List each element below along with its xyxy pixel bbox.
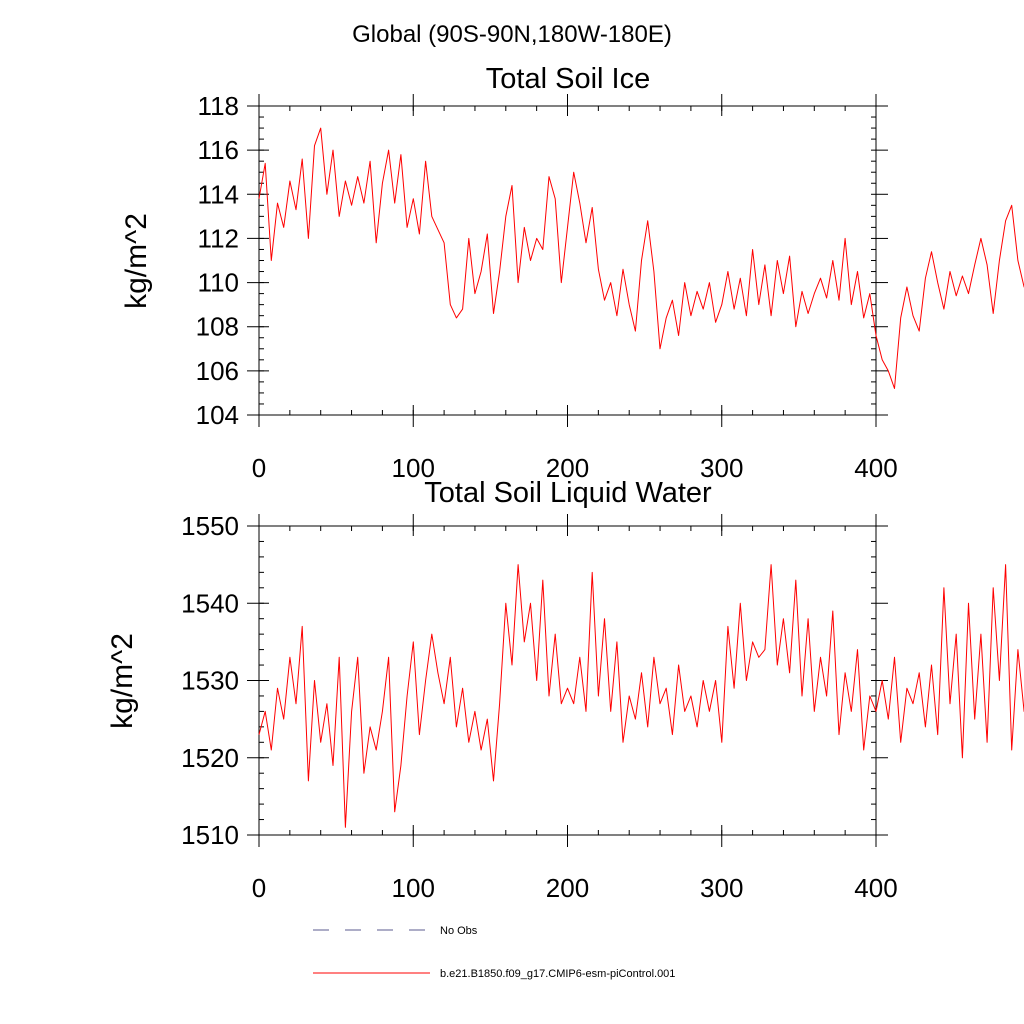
series-layer — [258, 127, 1024, 389]
x-minor-ticks — [258, 106, 877, 415]
x-tick-label: 0 — [252, 873, 266, 903]
chart-soil-liquid-water: 1510 1520 1530 1540 1550 0 100 200 300 400 Total… — [106, 477, 1024, 903]
series-layer — [258, 564, 1024, 828]
y-tick-label: 114 — [198, 179, 239, 209]
x-minor-ticks — [258, 526, 877, 835]
x-tick-label: 100 — [392, 453, 435, 483]
legend: No Obs b.e21.B1850.f09_g17.CMIP6-esm-piC… — [313, 925, 675, 980]
chart-title: Total Soil Liquid Water — [424, 477, 712, 509]
legend-item-model-run: b.e21.B1850.f09_g17.CMIP6-esm-piControl.… — [313, 968, 675, 980]
y-tick-label: 116 — [198, 135, 239, 165]
x-tick-label: 200 — [546, 873, 589, 903]
x-tick-label: 200 — [546, 453, 589, 483]
legend-item-no-obs: No Obs — [313, 925, 478, 937]
y-tick-label: 108 — [196, 312, 239, 342]
main-title: Global (90S-90N,180W-180E) — [352, 21, 672, 48]
x-tick-label: 0 — [252, 453, 266, 483]
y-tick-label: 1510 — [181, 820, 239, 850]
y-axis-label: kg/m^2 — [106, 633, 139, 729]
legend-label: No Obs — [440, 925, 478, 937]
legend-label: b.e21.B1850.f09_g17.CMIP6-esm-piControl.… — [440, 968, 675, 980]
x-tick-label: 400 — [854, 873, 897, 903]
y-axis: 104 106 108 110 112 114 116 118 — [196, 91, 888, 430]
x-axis: 0 100 200 300 400 — [252, 94, 898, 483]
y-tick-label: 112 — [198, 223, 239, 253]
x-tick-label: 400 — [854, 453, 897, 483]
y-tick-label: 106 — [196, 356, 239, 386]
x-axis: 0 100 200 300 400 — [252, 514, 898, 903]
series-line — [258, 127, 1024, 389]
y-tick-label: 110 — [198, 268, 239, 298]
y-axis: 1510 1520 1530 1540 1550 — [181, 511, 888, 850]
plot-frame — [258, 525, 877, 836]
plot-frame — [258, 105, 877, 416]
y-tick-label: 104 — [196, 400, 239, 430]
y-tick-label: 1520 — [181, 743, 239, 773]
y-tick-label: 1530 — [181, 666, 239, 696]
y-tick-label: 1540 — [181, 588, 239, 618]
chart-title: Total Soil Ice — [486, 63, 650, 95]
y-axis-label: kg/m^2 — [120, 213, 153, 309]
chart-soil-ice: 104 106 108 110 112 114 116 118 0 100 200 300 400 T… — [120, 63, 1024, 483]
x-tick-label: 300 — [700, 873, 743, 903]
x-tick-label: 100 — [392, 873, 435, 903]
series-line — [258, 564, 1024, 828]
x-tick-label: 300 — [700, 453, 743, 483]
y-minor-ticks — [259, 105, 876, 416]
y-tick-label: 118 — [198, 91, 239, 121]
y-minor-ticks — [259, 525, 876, 836]
y-tick-label: 1550 — [181, 511, 239, 541]
